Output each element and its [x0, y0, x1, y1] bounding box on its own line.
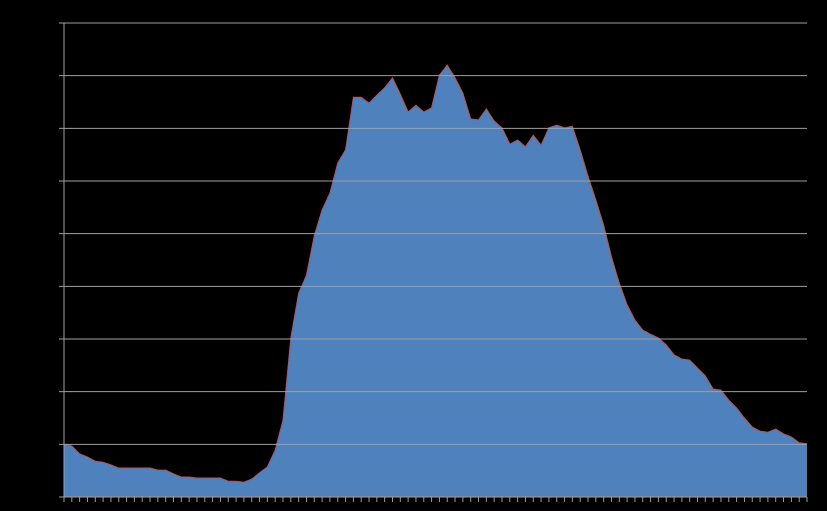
- area-line: [63, 64, 808, 483]
- area: [64, 65, 807, 497]
